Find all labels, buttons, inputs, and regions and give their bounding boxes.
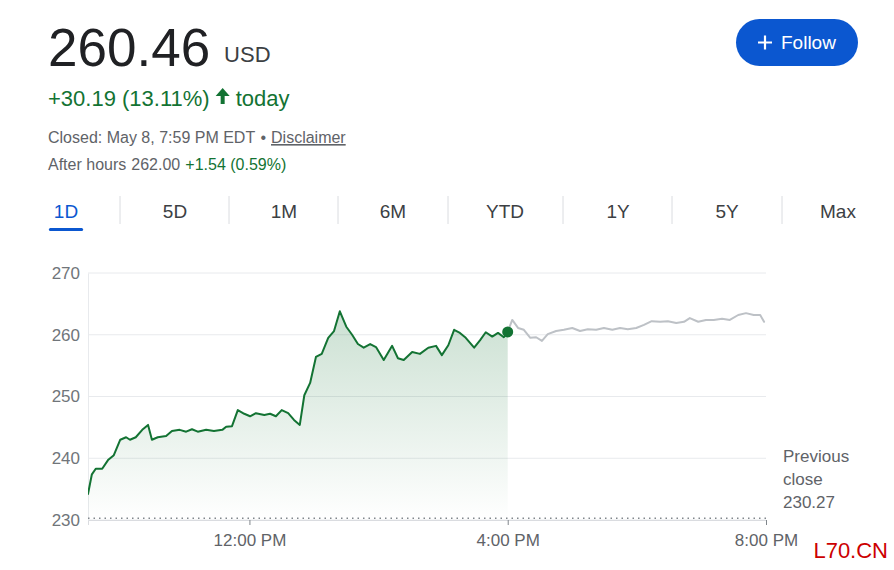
tab-separator: [120, 196, 121, 224]
separator: •: [260, 129, 266, 146]
price-change: +30.19 (13.11%): [48, 86, 210, 111]
page: 260.46 USD +30.19 (13.11%) today Closed: May…: [0, 0, 894, 570]
previous-close-value: 230.27: [783, 493, 835, 512]
follow-label[interactable]: Follow: [781, 32, 836, 53]
after-hours-change: +1.54 (0.59%): [185, 156, 286, 173]
follow-button-bg[interactable]: [736, 19, 858, 66]
tab-separator: [672, 196, 673, 224]
range-tab[interactable]: YTD: [486, 201, 524, 222]
previous-close-label: Previousclose: [783, 447, 849, 489]
active-tab-indicator: [49, 228, 83, 231]
tab-separator: [448, 196, 449, 224]
y-tick-label: 260: [52, 326, 80, 345]
y-axis: 230 240 250 260 270: [52, 264, 89, 530]
grid: [88, 273, 766, 520]
x-tick-mark: [508, 520, 509, 525]
range-tab[interactable]: 6M: [380, 201, 406, 222]
arrow-icon: [216, 88, 230, 104]
range-tab[interactable]: 5D: [163, 201, 187, 222]
price: 260.46: [48, 18, 210, 77]
range-tab[interactable]: 1M: [271, 201, 297, 222]
x-tick: 4:00 PM: [477, 520, 540, 550]
tab-separator: [229, 196, 230, 224]
session-line: [88, 311, 508, 494]
plus-icon[interactable]: [758, 36, 772, 50]
after-hours-label: After hours: [48, 156, 126, 173]
y-tick: 240: [52, 449, 88, 468]
x-tick-mark: [766, 520, 767, 525]
change-period: today: [236, 86, 290, 111]
x-tick: 12:00 PM: [214, 520, 287, 550]
y-tick-label: 270: [52, 264, 80, 283]
y-tick: 230: [52, 511, 88, 530]
price-area: [88, 311, 508, 520]
x-tick-mark: [249, 520, 250, 525]
range-tab[interactable]: 1Y: [606, 201, 630, 222]
close-dot: [502, 326, 513, 337]
market-status: Closed: May 8, 7:59 PM EDT: [48, 129, 255, 146]
x-tick-label: 4:00 PM: [477, 531, 540, 550]
tab-separator: [782, 196, 783, 224]
x-tick-label: 8:00 PM: [735, 531, 798, 550]
y-tick-label: 230: [52, 511, 80, 530]
y-tick-label: 240: [52, 449, 80, 468]
watermark: L70.CN: [813, 538, 888, 563]
after-hours-line: [508, 313, 764, 341]
y-tick: 270: [52, 264, 88, 283]
grid-line: [88, 273, 766, 274]
range-tabs: 1D 5D 1M 6M YTD 1Y 5Y Max: [49, 196, 857, 231]
y-tick: 260: [52, 326, 88, 345]
tab-separator: [338, 196, 339, 224]
x-tick: 8:00 PM: [735, 520, 798, 550]
after-hours-price: 262.00: [131, 156, 180, 173]
disclaimer-link[interactable]: Disclaimer: [271, 129, 346, 146]
y-axis-line: [88, 274, 89, 521]
y-tick-label: 250: [52, 387, 80, 406]
tab-separator: [563, 196, 564, 224]
range-tab[interactable]: Max: [820, 201, 856, 222]
y-tick: 250: [52, 387, 88, 406]
plot-area: [88, 311, 766, 520]
range-tab[interactable]: 1D: [54, 201, 78, 222]
x-axis: 12:00 PM 4:00 PM 8:00 PM: [89, 520, 799, 550]
grid-line: [88, 334, 766, 335]
range-tab[interactable]: 5Y: [715, 201, 739, 222]
header: 260.46 USD +30.19 (13.11%) today Closed: May…: [48, 18, 346, 173]
x-tick-label: 12:00 PM: [214, 531, 287, 550]
currency: USD: [224, 42, 270, 67]
follow-button[interactable]: Follow: [736, 19, 858, 66]
x-axis-line: [89, 521, 767, 526]
